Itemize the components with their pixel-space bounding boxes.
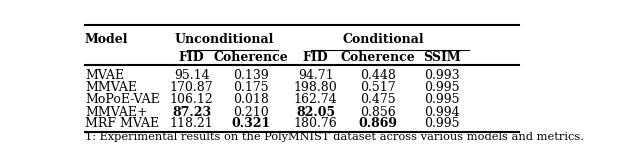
Text: 118.21: 118.21 (170, 118, 214, 131)
Text: 0.995: 0.995 (424, 118, 460, 131)
Text: 198.80: 198.80 (294, 81, 337, 94)
Text: SSIM: SSIM (423, 51, 461, 64)
Text: 162.74: 162.74 (294, 93, 337, 106)
Text: 0.175: 0.175 (234, 81, 269, 94)
Text: Coherence: Coherence (340, 51, 415, 64)
Text: 0.018: 0.018 (233, 93, 269, 106)
Text: 106.12: 106.12 (170, 93, 214, 106)
Text: 0.993: 0.993 (424, 69, 460, 82)
Text: 0.210: 0.210 (233, 106, 269, 119)
Text: 0.995: 0.995 (424, 81, 460, 94)
Text: Model: Model (85, 32, 129, 45)
Text: FID: FID (179, 51, 204, 64)
Text: 0.321: 0.321 (232, 118, 271, 131)
Text: 170.87: 170.87 (170, 81, 213, 94)
Text: 0.856: 0.856 (360, 106, 396, 119)
Text: 0.517: 0.517 (360, 81, 396, 94)
Text: 0.869: 0.869 (358, 118, 397, 131)
Text: 1: Experimental results on the PolyMNIST dataset across various models and metri: 1: Experimental results on the PolyMNIST… (85, 132, 584, 142)
Text: MMVAE: MMVAE (85, 81, 137, 94)
Text: 82.05: 82.05 (296, 106, 335, 119)
Text: 180.76: 180.76 (294, 118, 337, 131)
Text: 0.994: 0.994 (424, 106, 460, 119)
Text: 0.139: 0.139 (233, 69, 269, 82)
Text: MMVAE+: MMVAE+ (85, 106, 148, 119)
Text: Coherence: Coherence (214, 51, 289, 64)
Text: Unconditional: Unconditional (174, 32, 273, 45)
Text: 87.23: 87.23 (172, 106, 211, 119)
Text: 94.71: 94.71 (298, 69, 333, 82)
Text: MoPoE-VAE: MoPoE-VAE (85, 93, 160, 106)
Text: Conditional: Conditional (343, 32, 424, 45)
Text: 0.475: 0.475 (360, 93, 396, 106)
Text: 95.14: 95.14 (174, 69, 209, 82)
Text: FID: FID (303, 51, 328, 64)
Text: 0.995: 0.995 (424, 93, 460, 106)
Text: MRF MVAE: MRF MVAE (85, 118, 159, 131)
Text: MVAE: MVAE (85, 69, 124, 82)
Text: 0.448: 0.448 (360, 69, 396, 82)
